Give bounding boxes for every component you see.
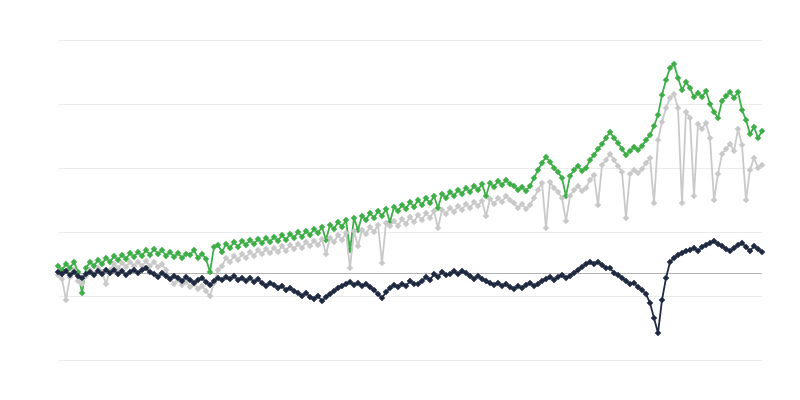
navy-series-group [54, 237, 766, 337]
navy-series-line [57, 240, 763, 334]
series-group [54, 60, 766, 337]
green-series-group [54, 60, 766, 297]
green-series-markers [54, 60, 766, 297]
navy-series-markers [54, 237, 766, 337]
gridlines-group [59, 40, 762, 361]
gray-series-group [54, 90, 766, 304]
